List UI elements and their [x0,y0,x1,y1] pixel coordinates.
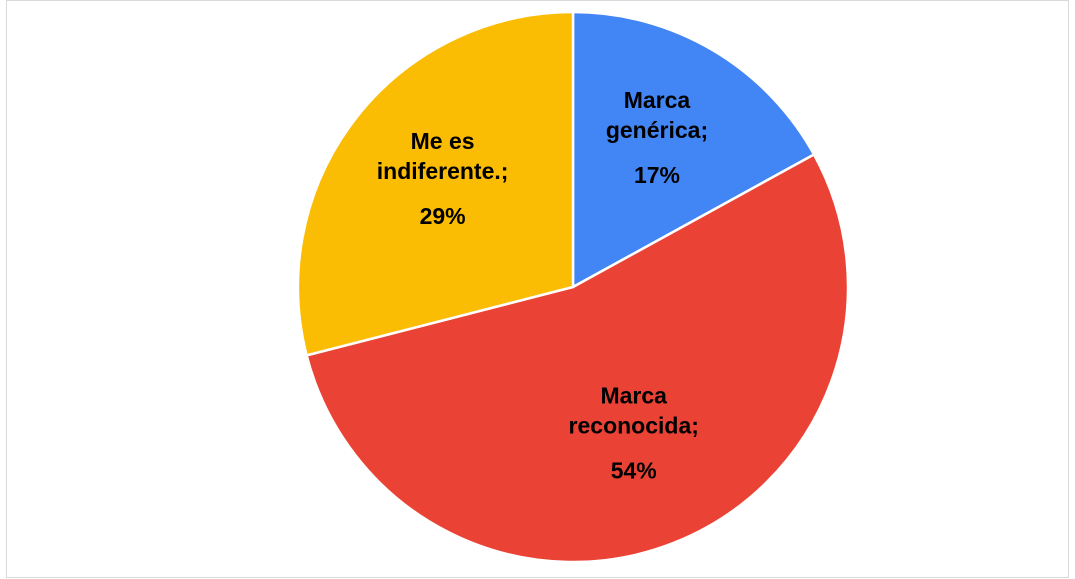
slice-value-label: 29% [420,203,466,229]
slice-value-label: 54% [611,457,657,483]
slice-label-line: Marca [600,382,667,408]
slice-label-line: Me es [411,128,475,154]
pie-slice [305,152,850,564]
slice-label-line: genérica; [606,117,708,143]
slice-label-line: indiferente.; [377,158,509,184]
pie-slice [571,10,816,290]
slice-label-line: reconocida; [569,412,699,438]
slice-value-label: 17% [634,162,680,188]
slice-label: Marca genérica; [606,87,708,143]
slice-label: Me es indiferente.; [377,128,509,184]
slice-label-line: Marca [624,87,691,113]
slice-label: Marca reconocida; [569,382,699,438]
pie-slice [296,10,575,357]
